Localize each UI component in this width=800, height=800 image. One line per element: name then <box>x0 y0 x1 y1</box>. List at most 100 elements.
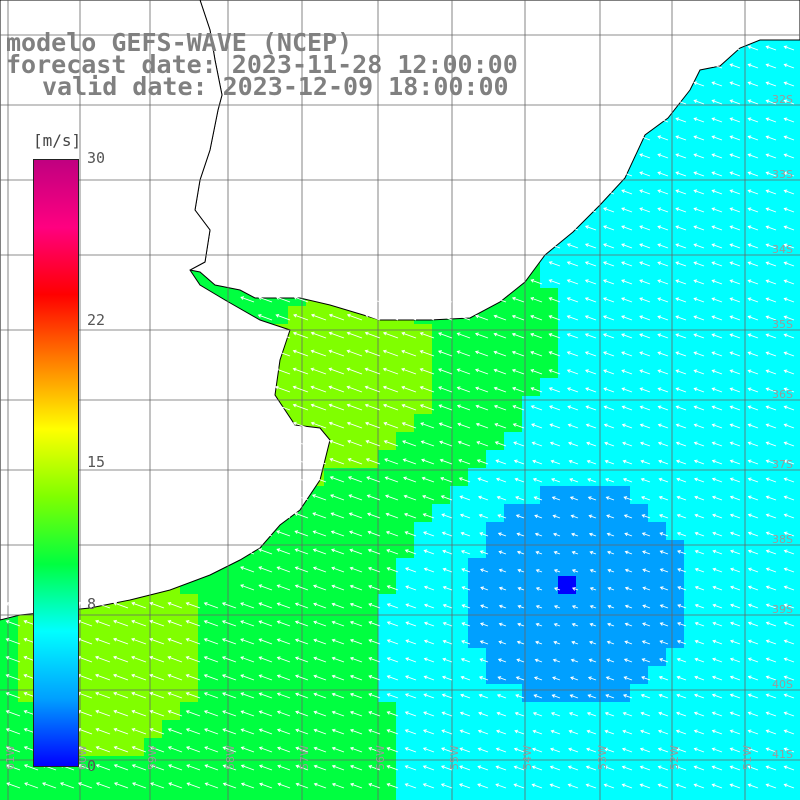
wind-arrow <box>513 459 525 465</box>
wind-arrow <box>693 279 705 285</box>
wind-arrow <box>383 313 399 321</box>
wind-speed-cell <box>630 396 648 414</box>
wind-arrow <box>588 514 597 519</box>
longitude-label: 59W <box>146 745 159 770</box>
wind-arrow <box>730 567 741 573</box>
wind-speed-cell <box>414 360 432 378</box>
wind-speed-cell <box>738 54 756 72</box>
wind-speed-cell <box>522 720 540 738</box>
wind-arrow <box>621 189 633 195</box>
wind-speed-cell <box>360 774 378 792</box>
wind-arrow <box>441 729 453 735</box>
wind-speed-cell <box>450 468 468 486</box>
wind-arrow <box>203 602 219 609</box>
wind-arrow <box>423 567 435 573</box>
wind-speed-cell <box>162 666 180 684</box>
wind-arrow <box>549 405 561 411</box>
wind-speed-cell <box>756 558 774 576</box>
wind-speed-cell <box>396 720 414 738</box>
wind-arrow <box>566 189 579 195</box>
wind-speed-cell <box>774 576 792 594</box>
wind-speed-cell <box>594 324 612 342</box>
wind-arrow <box>624 640 633 645</box>
wind-arrow <box>677 568 687 573</box>
wind-arrow <box>461 622 471 627</box>
wind-speed-cell <box>144 630 162 648</box>
wind-arrow <box>729 63 741 69</box>
wind-arrow <box>456 404 471 411</box>
wind-speed-cell <box>468 648 486 666</box>
wind-arrow <box>658 495 669 501</box>
wind-arrow <box>95 637 111 645</box>
wind-arrow <box>405 603 417 609</box>
wind-arrow <box>423 675 435 681</box>
wind-speed-cell <box>396 360 414 378</box>
wind-arrow <box>292 421 309 429</box>
wind-arrow <box>239 440 255 447</box>
wind-speed-cell <box>612 594 630 612</box>
wind-arrow <box>693 189 705 195</box>
colorbar-tick: 22 <box>87 311 106 330</box>
wind-speed-cell <box>486 486 504 504</box>
wind-arrow <box>566 225 579 231</box>
wind-arrow <box>765 153 777 159</box>
wind-arrow <box>328 367 345 375</box>
wind-arrow <box>747 207 759 213</box>
wind-speed-cell <box>468 468 486 486</box>
wind-speed-cell <box>648 324 666 342</box>
wind-arrow <box>747 459 759 465</box>
wind-speed-cell <box>756 540 774 558</box>
wind-arrow <box>475 422 489 429</box>
wind-arrow <box>459 765 471 771</box>
wind-arrow <box>657 423 669 429</box>
wind-arrow <box>113 727 129 735</box>
wind-speed-cell <box>666 252 684 270</box>
wind-speed-cell <box>720 180 738 198</box>
longitude-label: 51W <box>741 745 754 770</box>
wind-arrow <box>712 621 723 627</box>
wind-arrow <box>313 728 327 735</box>
wind-speed-cell <box>522 360 540 378</box>
wind-speed-cell <box>486 432 504 450</box>
wind-speed-cell <box>648 630 666 648</box>
wind-speed-cell <box>486 342 504 360</box>
wind-speed-cell <box>774 666 792 684</box>
wind-arrow <box>530 279 543 285</box>
wind-speed-cell <box>702 774 720 792</box>
wind-arrow <box>346 313 363 321</box>
wind-arrow <box>693 333 705 339</box>
colorbar-unit: [m/s] <box>33 131 82 150</box>
wind-arrow <box>657 387 669 393</box>
wind-speed-cell <box>648 162 666 180</box>
wind-arrow <box>349 728 363 735</box>
wind-arrow <box>765 351 777 357</box>
wind-arrow <box>423 639 435 645</box>
wind-arrow <box>729 45 741 51</box>
wind-arrow <box>131 601 147 609</box>
wind-speed-cell <box>558 612 576 630</box>
wind-speed-cell <box>738 666 756 684</box>
wind-arrow <box>23 764 39 771</box>
wind-arrow <box>422 765 435 771</box>
wind-arrow <box>167 673 183 681</box>
wind-speed-cell <box>738 198 756 216</box>
wind-arrow <box>747 315 759 321</box>
wind-speed-cell <box>684 144 702 162</box>
wind-speed-cell <box>360 684 378 702</box>
wind-arrow <box>513 747 525 753</box>
wind-speed-cell <box>720 270 738 288</box>
wind-speed-cell <box>108 666 126 684</box>
wind-speed-cell <box>468 396 486 414</box>
wind-speed-cell <box>306 306 324 324</box>
wind-arrow <box>421 458 435 465</box>
wind-speed-cell <box>594 288 612 306</box>
wind-speed-cell <box>684 216 702 234</box>
wind-arrow <box>274 349 291 357</box>
wind-speed-cell <box>738 306 756 324</box>
wind-arrow <box>621 225 633 231</box>
wind-arrow <box>404 531 417 537</box>
wind-arrow <box>478 495 489 501</box>
wind-speed-cell <box>612 522 630 540</box>
wind-arrow <box>711 765 723 771</box>
wind-arrow <box>639 315 651 321</box>
